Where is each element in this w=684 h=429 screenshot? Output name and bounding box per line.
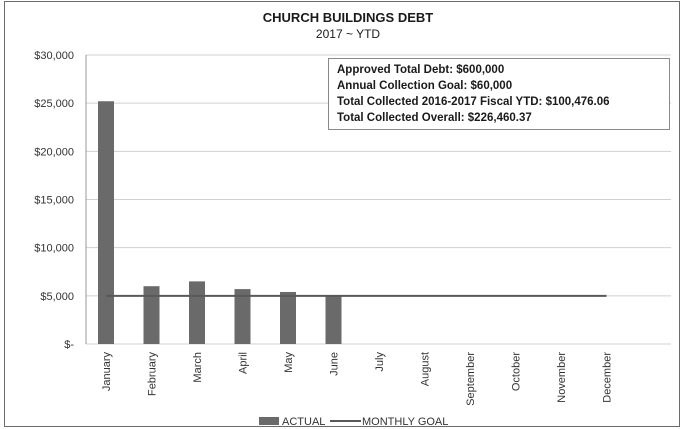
bar-march bbox=[189, 281, 205, 344]
y-tick-label: $- bbox=[64, 339, 74, 351]
y-tick-label: $10,000 bbox=[34, 243, 74, 255]
fiscal-ytd-line: Total Collected 2016-2017 Fiscal YTD: $1… bbox=[337, 96, 610, 108]
x-tick-label: February bbox=[147, 352, 159, 397]
chart-subtitle: 2017 ~ YTD bbox=[316, 27, 380, 41]
y-tick-label: $25,000 bbox=[34, 98, 74, 110]
x-tick-label: January bbox=[101, 352, 113, 392]
x-tick-label: May bbox=[283, 352, 295, 373]
overall-collected-line: Total Collected Overall: $226,460.37 bbox=[337, 112, 532, 124]
chart-svg: CHURCH BUILDINGS DEBT 2017 ~ YTD $- $5,00… bbox=[34, 10, 671, 428]
legend-goal-label: MONTHLY GOAL bbox=[362, 416, 448, 428]
y-tick-label: $15,000 bbox=[34, 195, 74, 207]
x-tick-label: November bbox=[556, 352, 568, 403]
bar-january bbox=[98, 101, 114, 345]
debt-summary-box: Approved Total Debt: $600,000 Annual Col… bbox=[328, 58, 670, 130]
x-tick-label: July bbox=[374, 352, 386, 372]
legend: ACTUAL MONTHLY GOAL bbox=[259, 416, 448, 428]
y-tick-label: $30,000 bbox=[34, 50, 74, 62]
bar-june bbox=[325, 295, 342, 344]
x-tick-label: September bbox=[465, 352, 477, 406]
bar-february bbox=[143, 286, 160, 344]
y-tick-label: $20,000 bbox=[34, 146, 74, 158]
y-tick-label: $5,000 bbox=[40, 291, 74, 303]
annual-goal-line: Annual Collection Goal: $60,000 bbox=[337, 80, 513, 92]
x-tick-label: April bbox=[238, 352, 250, 374]
x-tick-label: December bbox=[602, 352, 614, 403]
chart-frame: CHURCH BUILDINGS DEBT 2017 ~ YTD $- $5,00… bbox=[4, 1, 680, 428]
legend-actual-swatch bbox=[259, 417, 279, 425]
bar-may bbox=[280, 291, 296, 344]
approved-debt-line: Approved Total Debt: $600,000 bbox=[337, 64, 505, 76]
x-tick-label: March bbox=[192, 352, 204, 383]
chart-title: CHURCH BUILDINGS DEBT bbox=[263, 10, 434, 25]
bar-april bbox=[234, 289, 251, 344]
tick-layer: $- $5,000 $10,000 $15,000 $20,000 $25,000 $30,… bbox=[34, 50, 613, 406]
bar-layer bbox=[98, 101, 342, 345]
x-tick-label: August bbox=[420, 352, 432, 386]
legend-actual-label: ACTUAL bbox=[282, 416, 325, 428]
x-tick-label: June bbox=[329, 352, 341, 376]
x-tick-label: October bbox=[511, 352, 523, 391]
